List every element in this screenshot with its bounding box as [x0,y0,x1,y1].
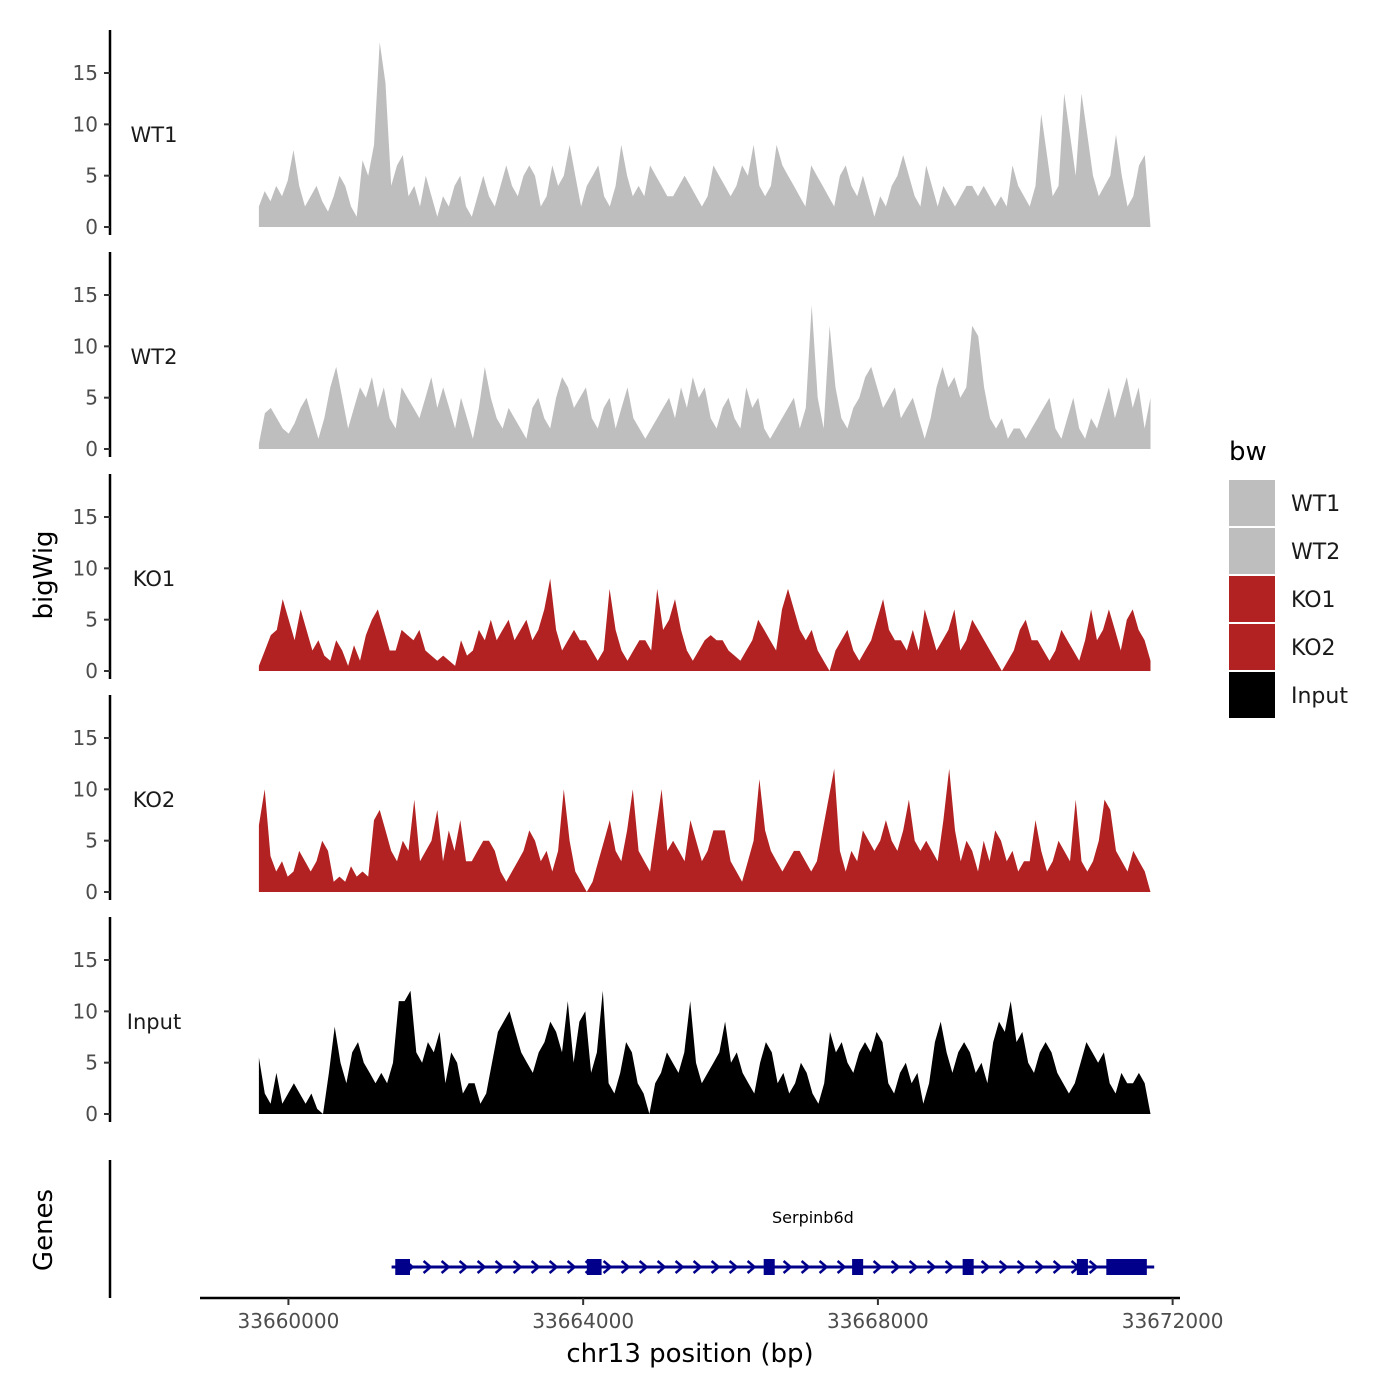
track-ko2: 0 5 10 15 KO2 [73,695,1151,904]
y-tick-label: 0 [85,215,98,239]
strand-arrow [926,1260,937,1274]
gene-exon [395,1259,410,1275]
y-tick-label: 10 [73,999,98,1023]
x-tick-label: 33664000 [532,1309,634,1333]
y-tick-label: 10 [73,334,98,358]
signal-area-wt2 [258,305,1151,449]
y-tick-label: 5 [85,164,98,188]
strand-arrow [620,1260,631,1274]
strand-arrow [692,1260,703,1274]
track-label: WT2 [131,345,178,369]
strand-arrow [818,1260,829,1274]
legend: bw WT1 WT2 KO1 KO2 Input [1229,437,1348,718]
strand-arrow [530,1260,541,1274]
track-label: WT1 [131,123,178,147]
track-wt2: 0 5 10 15 WT2 [73,252,1151,461]
strand-arrow [512,1260,523,1274]
legend-swatch-ko2 [1229,624,1275,670]
y-tick-label: 5 [85,1051,98,1075]
track-ko1: 0 5 10 15 KO1 [73,474,1151,683]
strand-arrow [674,1260,685,1274]
strand-arrow [908,1260,919,1274]
strand-arrow [1088,1260,1099,1274]
y-tick-label: 0 [85,1102,98,1126]
strand-arrow [782,1260,793,1274]
legend-label-ko2: KO2 [1291,636,1336,661]
genes-panel-title: Genes [29,1189,59,1271]
track-wt1: 0 5 10 15 WT1 [73,30,1151,239]
legend-label-ko1: KO1 [1291,588,1336,613]
gene-exon [852,1259,864,1275]
strand-arrow [494,1260,505,1274]
gene-panel: Serpinb6d [108,1160,1155,1298]
y-tick-label: 5 [85,386,98,410]
strand-arrow [710,1260,721,1274]
legend-label-wt2: WT2 [1291,540,1340,565]
y-tick-label: 10 [73,777,98,801]
y-tick-label: 15 [73,948,98,972]
y-tick-label: 0 [85,659,98,683]
track-label: Input [127,1010,181,1034]
strand-arrow [1052,1260,1063,1274]
strand-arrow [1034,1260,1045,1274]
signal-area-ko1 [258,578,1151,671]
legend-label-wt1: WT1 [1291,492,1340,517]
strand-arrow [728,1260,739,1274]
legend-swatch-ko1 [1229,576,1275,622]
x-tick-label: 33660000 [238,1309,340,1333]
gene-exon [763,1259,775,1275]
strand-arrow [602,1260,613,1274]
y-tick-label: 15 [73,505,98,529]
legend-swatch-wt2 [1229,528,1275,574]
strand-arrow [638,1260,649,1274]
gene-exon [1106,1259,1147,1275]
strand-arrow [872,1260,883,1274]
strand-arrow [656,1260,667,1274]
gene-exon [962,1259,974,1275]
y-tick-label: 10 [73,112,98,136]
x-axis: 33660000 33664000 33668000 33672000 [200,1296,1224,1333]
signal-area-ko2 [258,768,1151,892]
strand-arrow [458,1260,469,1274]
track-label: KO2 [133,788,176,812]
strand-arrow [746,1260,757,1274]
legend-title: bw [1229,437,1267,467]
gene-name-label: Serpinb6d [772,1208,854,1227]
y-tick-label: 5 [85,608,98,632]
strand-arrow [998,1260,1009,1274]
strand-arrow [980,1260,991,1274]
strand-arrow [476,1260,487,1274]
legend-label-input: Input [1291,684,1348,709]
track-input: 0 5 10 15 Input [73,917,1151,1126]
x-tick-label: 33668000 [827,1309,929,1333]
y-tick-label: 15 [73,61,98,85]
y-tick-label: 10 [73,556,98,580]
y-tick-label: 0 [85,437,98,461]
y-tick-label: 5 [85,829,98,853]
y-tick-label: 0 [85,880,98,904]
strand-arrow [944,1260,955,1274]
strand-arrow [836,1260,847,1274]
y-axis-title: bigWig [29,530,59,619]
strand-arrow [440,1260,451,1274]
track-label: KO1 [133,567,176,591]
signal-tracks: 0 5 10 15 WT1 0 5 10 15 WT2 0 5 10 15 KO1 0 5 10 15 KO2 0 5 10… [73,30,1151,1126]
legend-swatch-wt1 [1229,480,1275,526]
strand-arrow [566,1260,577,1274]
gene-exon [586,1259,602,1275]
strand-arrow [1016,1260,1027,1274]
legend-swatch-input [1229,672,1275,718]
strand-arrow [422,1260,433,1274]
signal-area-input [258,990,1151,1114]
y-tick-label: 15 [73,283,98,307]
strand-arrow [890,1260,901,1274]
x-axis-title: chr13 position (bp) [566,1339,813,1369]
strand-arrow [548,1260,559,1274]
strand-arrow [800,1260,811,1274]
signal-area-wt1 [258,42,1151,228]
y-tick-label: 15 [73,726,98,750]
gene-exon [1076,1259,1088,1275]
x-tick-label: 33672000 [1122,1309,1224,1333]
